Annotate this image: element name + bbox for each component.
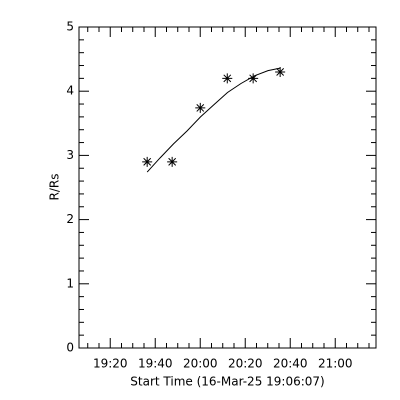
x-tick-label: 19:40	[138, 357, 173, 371]
x-tick-label: 20:00	[183, 357, 218, 371]
fit-line	[146, 67, 281, 173]
star-marker	[275, 66, 286, 77]
y-tick-label: 5	[66, 20, 74, 34]
y-axis-title: R/Rs	[48, 174, 62, 201]
star-marker	[222, 73, 233, 84]
y-tick-label: 3	[66, 148, 74, 162]
x-tick-label: 20:20	[228, 357, 263, 371]
y-tick-label: 0	[66, 341, 74, 355]
x-tick-label: 19:20	[93, 357, 128, 371]
star-marker	[195, 102, 206, 113]
y-tick-label: 1	[66, 276, 74, 290]
star-marker	[167, 156, 178, 167]
x-tick-label: 21:00	[318, 357, 353, 371]
star-marker	[142, 156, 153, 167]
x-axis-title: Start Time (16-Mar-25 19:06:07)	[130, 375, 324, 389]
plot-frame	[78, 26, 377, 349]
y-tick-label: 4	[66, 84, 74, 98]
y-tick-label: 2	[66, 212, 74, 226]
x-tick-label: 20:40	[273, 357, 308, 371]
star-marker	[248, 73, 259, 84]
